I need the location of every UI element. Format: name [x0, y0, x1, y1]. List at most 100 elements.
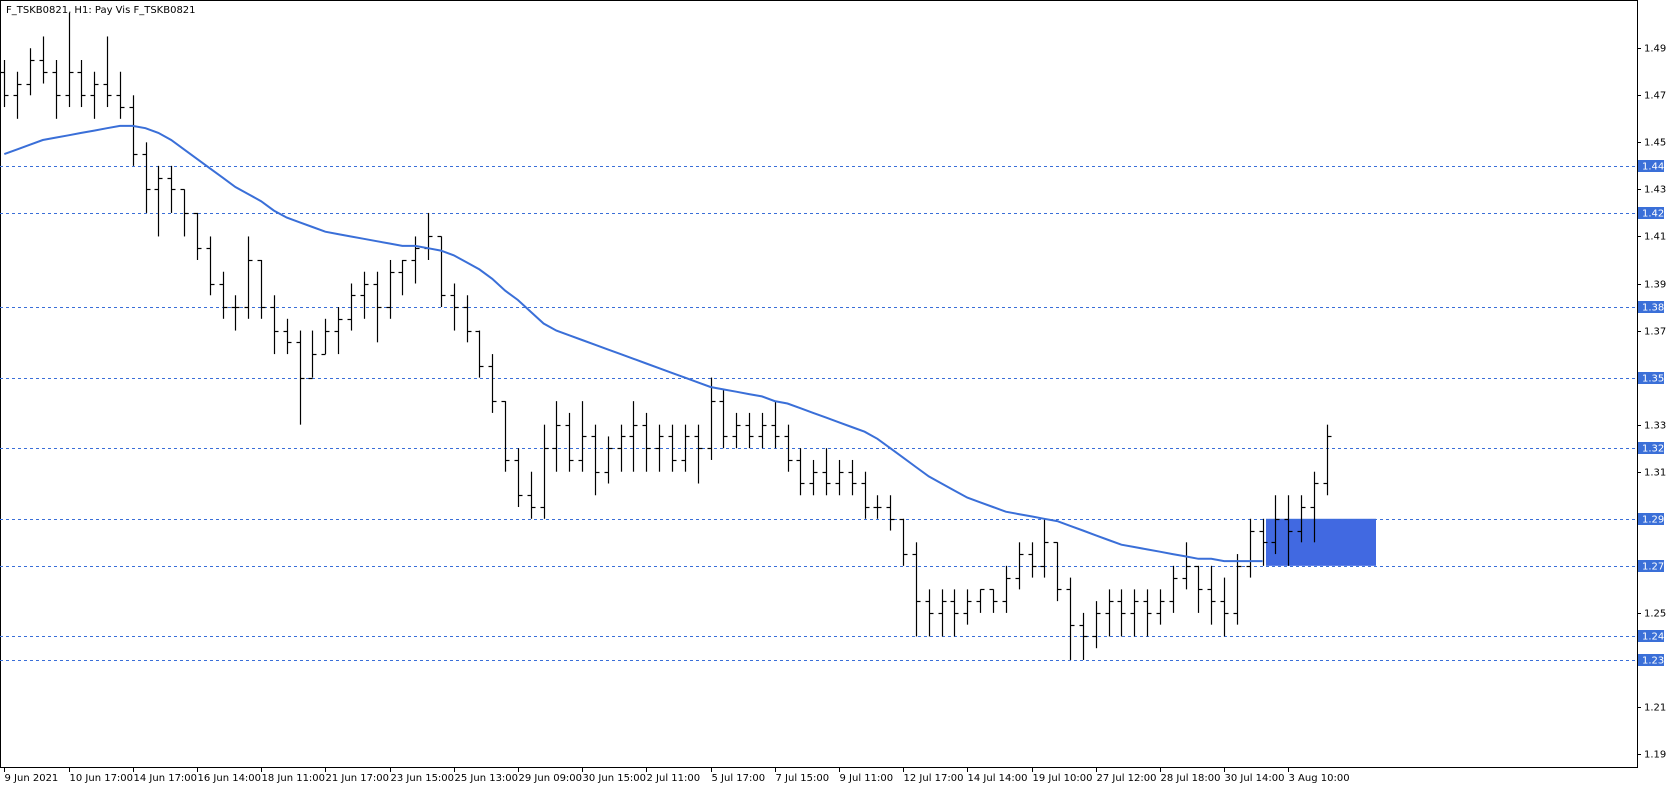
ohlc-bar — [463, 295, 472, 343]
ohlc-bar — [1079, 612, 1088, 660]
level-label-box — [1638, 301, 1664, 313]
ohlc-bar — [334, 307, 343, 355]
ohlc-bar — [822, 448, 831, 496]
ohlc-bar — [13, 71, 22, 119]
ohlc-bar — [1028, 542, 1037, 578]
y-tick-label: 1.19 — [1644, 750, 1666, 761]
ohlc-bar — [1053, 541, 1062, 602]
x-tick-label: 10 Jun 17:00 — [70, 773, 134, 784]
ohlc-bar — [308, 330, 317, 380]
level-label-box — [1638, 160, 1664, 172]
ohlc-bar — [26, 48, 35, 96]
ohlc-bar — [540, 424, 549, 519]
ohlc-bar — [655, 424, 664, 472]
ohlc-bar — [1130, 589, 1139, 637]
x-tick-label: 18 Jun 11:00 — [262, 773, 326, 784]
x-tick-label: 3 Aug 10:00 — [1289, 773, 1350, 784]
ohlc-bar — [1015, 542, 1024, 590]
level-label: 1.35 — [1642, 374, 1664, 385]
chart-title: F_TSKB0821, H1: Pay Vis F_TSKB0821 — [6, 5, 196, 16]
ohlc-bar — [1284, 495, 1293, 566]
ohlc-bar — [1220, 577, 1229, 637]
ohlc-bar — [1271, 495, 1280, 555]
ohlc-bar — [950, 589, 959, 637]
moving-average — [3, 124, 1263, 563]
x-tick-label: 29 Jun 09:00 — [519, 773, 583, 784]
ohlc-bar — [488, 354, 497, 413]
y-tick-label: 1.43 — [1644, 185, 1666, 196]
ohlc-bar — [450, 283, 459, 331]
ohlc-bar — [1092, 601, 1101, 649]
ohlc-bar — [925, 589, 934, 637]
ohlc-bar — [719, 389, 728, 449]
x-tick-label: 16 Jun 14:00 — [198, 773, 262, 784]
ohlc-bar — [244, 236, 253, 319]
x-tick-label: 30 Jul 14:00 — [1225, 773, 1285, 784]
y-tick-label: 1.47 — [1644, 91, 1666, 102]
ohlc-bar — [514, 448, 523, 508]
ohlc-bar — [694, 424, 703, 484]
level-label-box — [1638, 372, 1664, 384]
ohlc-bar — [1233, 554, 1242, 625]
ohlc-bar — [963, 589, 972, 625]
ohlc-bar — [1246, 518, 1255, 578]
level-label: 1.29 — [1642, 515, 1664, 526]
ohlc-bar — [1143, 589, 1152, 637]
x-tick-label: 28 Jul 18:00 — [1161, 773, 1221, 784]
level-label-box — [1638, 207, 1664, 219]
ohlc-bar — [219, 271, 228, 319]
ohlc-bar — [411, 236, 420, 284]
y-tick-label: 1.45 — [1644, 138, 1666, 149]
ohlc-bar — [424, 212, 433, 260]
ohlc-bar — [501, 400, 510, 472]
ohlc-bar — [976, 588, 985, 613]
ohlc-bar — [784, 424, 793, 472]
ohlc-bar — [475, 330, 484, 378]
ohlc-bar — [1297, 495, 1306, 543]
level-label-box — [1638, 630, 1664, 642]
level-label: 1.42 — [1642, 209, 1664, 220]
level-label-box — [1638, 560, 1664, 572]
level-label-box — [1638, 442, 1664, 454]
ohlc-bar — [938, 589, 947, 637]
level-label: 1.23 — [1642, 656, 1664, 667]
x-tick-label: 2 Jul 11:00 — [647, 773, 701, 784]
ohlc-bar — [1002, 565, 1011, 613]
ohlc-bar — [668, 424, 677, 472]
ohlc-bar — [142, 142, 151, 213]
level-label: 1.27 — [1642, 562, 1664, 573]
ohlc-bar — [154, 165, 163, 237]
ohlc-bar — [591, 424, 600, 496]
ohlc-bar — [565, 412, 574, 472]
ohlc-bar — [116, 71, 125, 119]
ohlc-bar — [527, 471, 536, 519]
ohlc-bar — [1310, 471, 1319, 543]
ohlc-bar — [1194, 565, 1203, 613]
ohlc-bar — [1323, 424, 1332, 496]
zone — [1266, 518, 1376, 566]
ohlc-bar — [796, 448, 805, 496]
ohlc-bar — [321, 318, 330, 356]
x-tick-label: 27 Jul 12:00 — [1097, 773, 1157, 784]
level-label: 1.24 — [1642, 632, 1664, 643]
ohlc-bar — [296, 330, 305, 425]
x-tick-label: 30 Jun 15:00 — [583, 773, 647, 784]
ohlc-bar — [360, 271, 369, 319]
x-tick-label: 19 Jul 10:00 — [1033, 773, 1093, 784]
ohlc-bar — [642, 412, 651, 472]
level-label: 1.32 — [1642, 444, 1664, 455]
ohlc-bar — [681, 424, 690, 472]
level-label-box — [1638, 513, 1664, 525]
level-label: 1.44 — [1642, 162, 1664, 173]
ohlc-bar — [0, 59, 9, 108]
y-tick-label: 1.39 — [1644, 280, 1666, 291]
ohlc-bar — [771, 401, 780, 449]
ohlc-bar — [1207, 565, 1216, 625]
ohlc-bar — [912, 542, 921, 637]
x-tick-label: 9 Jun 2021 — [5, 773, 59, 784]
x-tick-label: 12 Jul 17:00 — [904, 773, 964, 784]
plot-frame — [0, 0, 1638, 768]
ohlc-bar — [1182, 542, 1191, 590]
ohlc-bar — [732, 412, 741, 449]
ohlc-bar — [167, 165, 176, 213]
